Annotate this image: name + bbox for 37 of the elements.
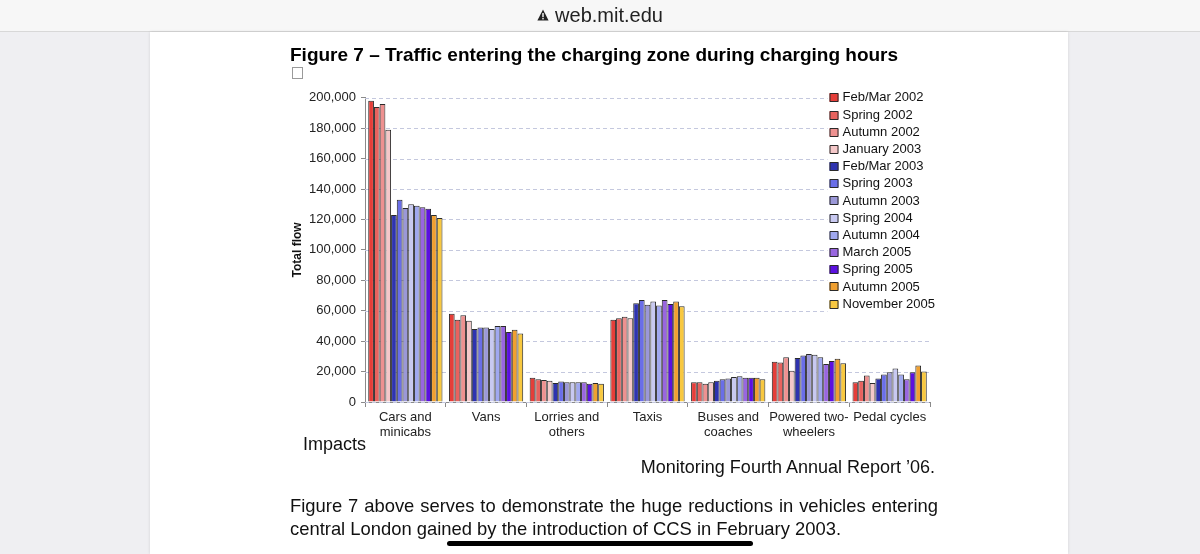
text: Monitoring Fourth Annual Report ’06. [640, 457, 935, 477]
x-tick-label: Powered two-wheelers [769, 409, 849, 439]
y-tick-label: 20,000 [316, 363, 356, 379]
legend-label: January 2003 [842, 140, 922, 156]
legend-label: Autumn 2003 [842, 192, 920, 208]
x-tick-label: Buses and coaches [697, 409, 759, 439]
legend-label: Autumn 2002 [842, 123, 920, 139]
caption: Figure 7 above serves to demonstrate the huge reductions in vehicles entering central London gained by the introduction of CCS in February 2003. [290, 494, 938, 540]
x-tick-label: Cars and minicabs [378, 409, 432, 439]
y-tick-label: 140,000 [309, 180, 356, 196]
y-tick-label: 120,000 [309, 211, 356, 227]
text: Impacts [303, 434, 367, 454]
legend-label: Spring 2002 [842, 106, 913, 122]
legend-label: March 2005 [842, 244, 912, 260]
legend-label: Feb/Mar 2003 [842, 158, 924, 174]
y-tick-label: 80,000 [316, 271, 356, 287]
x-tick-label: Pedal cycles [853, 409, 927, 425]
x-tick-label: Vans [471, 409, 501, 425]
legend-label: Spring 2004 [842, 209, 913, 225]
legend-label: Autumn 2004 [842, 226, 920, 242]
legend-label: November 2005 [842, 295, 935, 311]
y-tick-label: 200,000 [309, 89, 356, 105]
y-axis-title: Total flow [289, 221, 304, 278]
chart-title: Figure 7 – Traffic entering the charging zone during charging hours [290, 44, 899, 66]
y-tick-label: 60,000 [316, 302, 356, 318]
y-tick-label: 100,000 [309, 241, 356, 257]
y-tick-label: 0 [348, 393, 356, 409]
y-tick-label: 40,000 [316, 332, 356, 348]
legend-label: Spring 2005 [842, 261, 913, 277]
text: web.mit.edu [555, 4, 663, 26]
y-tick-label: 180,000 [309, 119, 356, 135]
x-tick-label: Taxis [632, 409, 663, 425]
x-tick-label: Lorries and others [534, 409, 600, 439]
y-tick-label: 160,000 [309, 150, 356, 166]
legend-label: Autumn 2005 [842, 278, 920, 294]
legend-label: Spring 2003 [842, 175, 913, 191]
legend-label: Feb/Mar 2002 [842, 89, 924, 105]
